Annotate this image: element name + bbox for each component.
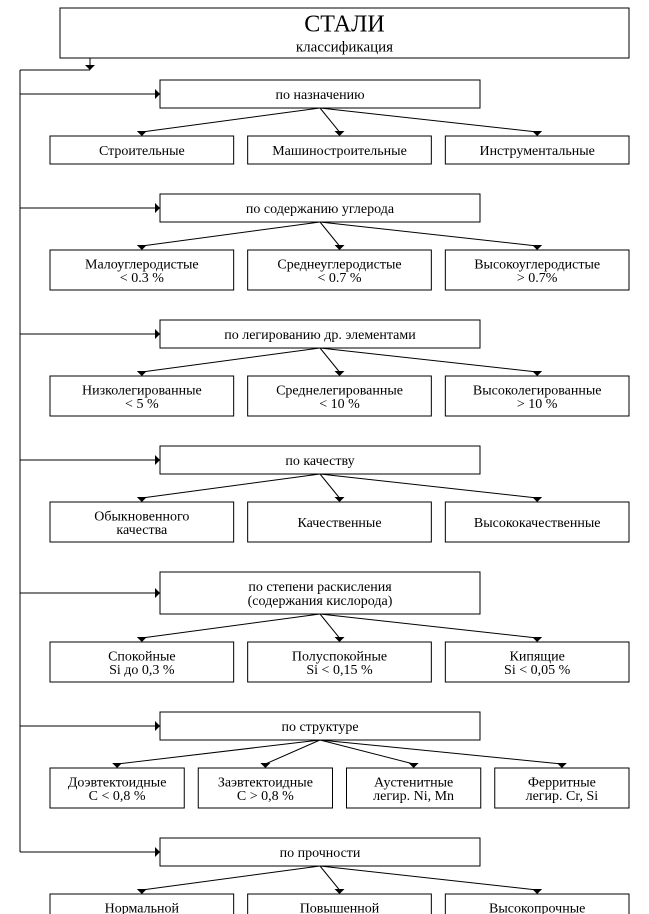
section-1-child-2-line-1: > 0.7% xyxy=(517,271,558,286)
section-4-header-line-0: по степени раскисления xyxy=(248,580,392,595)
section-5-child-2-line-1: легир. Ni, Mn xyxy=(373,789,454,804)
section-5-child-1-line-1: C > 0,8 % xyxy=(237,789,294,804)
section-6-header-line-0: по прочности xyxy=(280,846,361,861)
section-2-child-2-line-1: > 10 % xyxy=(517,397,558,412)
section-1-header-line-0: по содержанию углерода xyxy=(246,202,395,217)
section-3-header-line-0: по качеству xyxy=(285,454,354,469)
section-6-child-2-line-0: Высокопрочные xyxy=(489,902,585,914)
section-1-child-1-line-1: < 0.7 % xyxy=(317,271,361,286)
section-3-child-1-line-0: Качественные xyxy=(297,516,381,531)
section-4-header-line-1: (содержания кислорода) xyxy=(248,594,393,609)
section-4-child-2-line-1: Si < 0,05 % xyxy=(504,663,571,678)
section-4-child-0-line-1: Si до 0,3 % xyxy=(109,663,175,678)
section-0-child-1-line-0: Машиностроительные xyxy=(272,144,407,159)
section-6-child-1-line-0: Повышенной xyxy=(300,902,380,914)
section-2-child-0-line-1: < 5 % xyxy=(125,397,159,412)
section-1-child-0-line-1: < 0.3 % xyxy=(120,271,164,286)
section-0-child-0-line-0: Строительные xyxy=(99,144,185,159)
section-0-header-line-0: по назначению xyxy=(275,88,364,103)
section-2-header-line-0: по легированию др. элементами xyxy=(224,328,416,343)
section-3-child-0-line-1: качества xyxy=(116,523,168,538)
root-title: СТАЛИ xyxy=(304,12,384,38)
section-5-child-3-line-1: легир. Cr, Si xyxy=(526,789,599,804)
section-2-child-1-line-1: < 10 % xyxy=(319,397,360,412)
section-4-child-1-line-1: Si < 0,15 % xyxy=(306,663,373,678)
section-3-child-2-line-0: Высококачественные xyxy=(474,516,601,531)
section-0-child-2-line-0: Инструментальные xyxy=(479,144,594,159)
section-6-child-0-line-0: Нормальной xyxy=(105,902,180,914)
root-subtitle: классификация xyxy=(296,39,393,55)
section-5-header-line-0: по структуре xyxy=(281,720,358,735)
section-5-child-0-line-1: C < 0,8 % xyxy=(89,789,146,804)
